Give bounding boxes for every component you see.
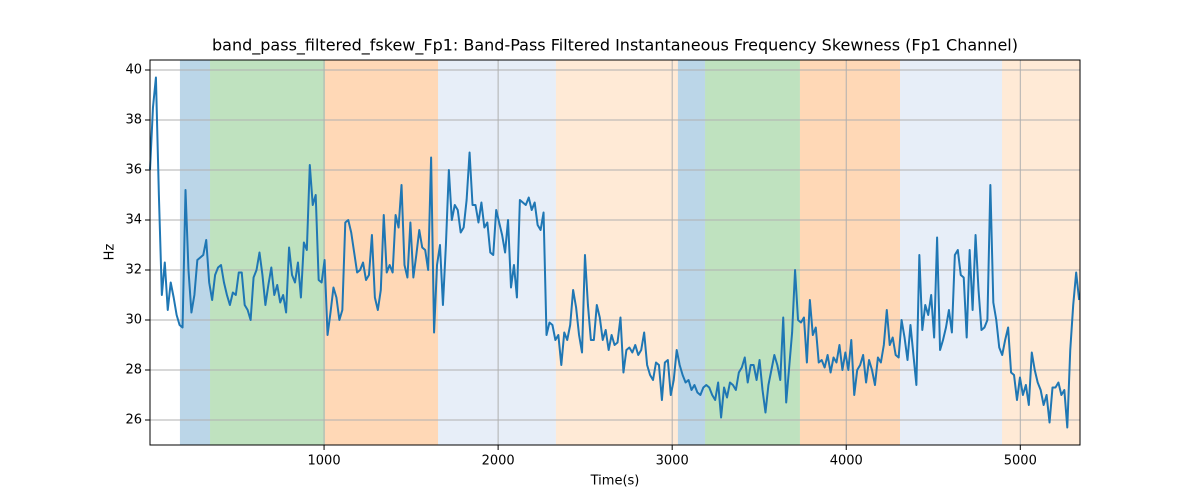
x-tick-label: 3000 (656, 454, 689, 469)
y-tick-label: 26 (125, 413, 142, 428)
y-tick-label: 40 (125, 63, 142, 78)
x-tick-label: 5000 (1004, 454, 1037, 469)
shaded-region (555, 60, 678, 445)
y-tick-label: 30 (125, 313, 142, 328)
shaded-region (799, 60, 901, 445)
shaded-region (438, 60, 556, 445)
shaded-region (900, 60, 1003, 445)
shaded-region (705, 60, 800, 445)
y-tick-label: 34 (125, 213, 142, 228)
y-tick-label: 38 (125, 113, 142, 128)
x-tick-label: 2000 (482, 454, 515, 469)
data-line (149, 76, 1081, 429)
y-tick-label: 36 (125, 163, 142, 178)
x-tick-label: 4000 (830, 454, 863, 469)
chart-title: band_pass_filtered_fskew_Fp1: Band-Pass … (212, 36, 1018, 56)
x-axis-label: Time(s) (590, 474, 640, 489)
plot-frame (149, 59, 1081, 446)
y-axis-label: Hz (103, 244, 118, 261)
shaded-region (677, 60, 706, 445)
y-tick-label: 28 (125, 363, 142, 378)
shaded-region (210, 60, 325, 445)
y-tick-label: 32 (125, 263, 142, 278)
x-tick-label: 1000 (308, 454, 341, 469)
